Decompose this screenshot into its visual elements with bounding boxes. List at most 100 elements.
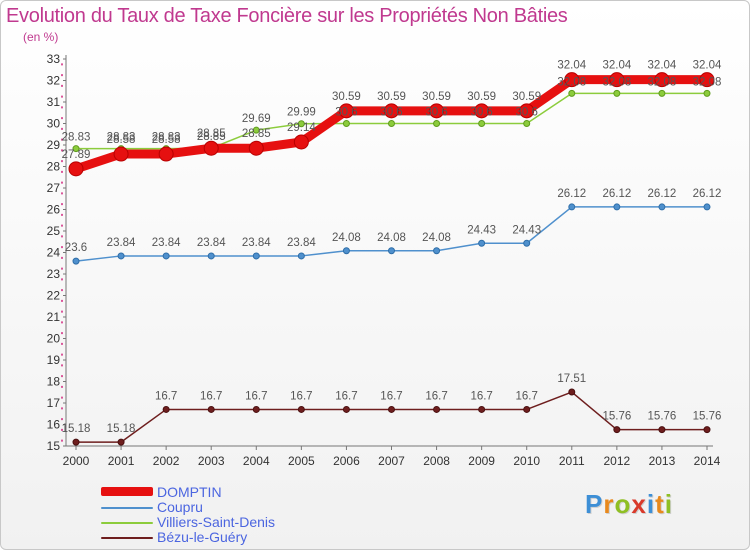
data-point-coupru [703,203,711,211]
data-label-domptin: 30.59 [332,91,361,103]
data-label-villiers-saint-denis: 30.6 [516,107,538,119]
data-label-domptin: 28.58 [152,134,181,146]
data-point-coupru [117,252,125,260]
data-point-villiers-saint-denis [388,120,395,127]
data-point-domptin [474,103,490,119]
y-tick-label: 15 [47,439,61,453]
data-point-domptin [609,72,625,88]
data-label-b-zu-le-gu-ry: 15.76 [693,411,722,423]
legend-item-coupru: Coupru [101,499,361,515]
data-point-domptin [384,103,399,119]
data-label-b-zu-le-gu-ry: 16.7 [155,390,177,402]
data-label-b-zu-le-gu-ry: 17.51 [557,373,586,385]
data-label-coupru: 24.43 [467,224,496,236]
data-label-b-zu-le-gu-ry: 15.76 [602,411,631,423]
data-point-coupru [342,247,350,255]
data-point-coupru [523,239,531,247]
data-point-b-zu-le-gu-ry [433,405,441,413]
legend-label-coupru: Coupru [157,499,203,515]
data-label-domptin: 27.89 [62,149,91,161]
data-point-coupru [297,252,305,260]
x-tick-label: 2013 [649,454,676,468]
y-tick-label: 26 [47,203,61,217]
chart-title: Evolution du Taux de Taxe Foncière sur l… [6,5,568,27]
data-point-coupru [568,203,576,211]
data-point-domptin [113,146,129,162]
data-point-b-zu-le-gu-ry [703,426,711,434]
data-point-domptin [429,103,445,119]
data-label-coupru: 23.84 [197,237,226,249]
data-label-coupru: 26.12 [602,188,631,200]
data-point-b-zu-le-gu-ry [658,426,666,434]
legend-item-bezu-le-guery: Bézu-le-Guéry [101,529,361,545]
data-label-b-zu-le-gu-ry: 15.18 [62,423,91,435]
x-tick-label: 2000 [63,454,90,468]
data-label-villiers-saint-denis: 28.85 [197,131,226,143]
data-point-b-zu-le-gu-ry [613,426,621,434]
x-tick-label: 2001 [108,454,135,468]
data-label-b-zu-le-gu-ry: 16.7 [425,390,447,402]
x-tick-label: 2002 [153,454,180,468]
data-point-villiers-saint-denis [658,89,666,97]
data-label-coupru: 23.84 [152,237,181,249]
data-point-coupru [162,252,170,260]
data-point-b-zu-le-gu-ry [342,405,350,413]
data-label-coupru: 26.12 [648,188,677,200]
x-tick-label: 2014 [694,454,721,468]
data-point-villiers-saint-denis [523,120,531,127]
data-label-b-zu-le-gu-ry: 16.7 [470,390,492,402]
data-point-villiers-saint-denis [703,89,711,97]
y-tick-label: 18 [47,375,61,389]
data-label-coupru: 23.84 [107,237,136,249]
data-point-domptin [338,103,354,119]
data-label-domptin: 30.59 [377,91,406,103]
x-tick-label: 2009 [468,454,495,468]
legend-label-bezu-le-guery: Bézu-le-Guéry [157,529,248,545]
data-point-domptin [68,161,84,177]
y-tick-label: 25 [47,224,61,238]
data-label-domptin: 28.58 [107,134,136,146]
data-point-villiers-saint-denis [568,89,576,97]
x-tick-label: 2008 [423,454,450,468]
data-point-coupru [433,247,441,255]
data-point-b-zu-le-gu-ry [523,405,531,413]
data-label-domptin: 30.59 [512,91,541,103]
data-label-villiers-saint-denis: 32.08 [602,76,631,88]
chart-subtitle: (en %) [23,30,59,44]
y-tick-label: 28 [47,160,61,174]
data-label-b-zu-le-gu-ry: 16.7 [245,390,267,402]
data-point-b-zu-le-gu-ry [297,405,305,413]
data-point-coupru [658,203,666,211]
data-label-villiers-saint-denis: 30.6 [425,107,447,119]
data-point-b-zu-le-gu-ry [117,438,125,446]
y-tick-label: 17 [47,396,61,410]
x-tick-label: 2007 [378,454,405,468]
data-label-villiers-saint-denis: 32.08 [693,76,722,88]
data-label-villiers-saint-denis: 30.6 [380,107,402,119]
data-point-villiers-saint-denis [433,120,441,127]
data-point-domptin [654,72,670,88]
data-point-b-zu-le-gu-ry [252,405,260,413]
data-point-domptin [203,140,219,156]
data-label-coupru: 23.84 [287,237,316,249]
data-label-villiers-saint-denis: 30.6 [335,107,357,119]
data-label-villiers-saint-denis: 28.83 [62,132,91,144]
data-label-coupru: 23.6 [65,242,87,254]
y-tick-label: 23 [47,267,61,281]
data-point-b-zu-le-gu-ry [568,388,576,396]
data-point-coupru [252,252,260,260]
legend-swatch-coupru [101,507,153,509]
data-label-domptin: 28.85 [242,128,271,140]
logo-letter: t [655,489,665,519]
data-label-domptin: 32.04 [648,60,677,72]
data-label-coupru: 24.43 [512,224,541,236]
x-tick-label: 2011 [559,454,585,468]
data-label-villiers-saint-denis: 28.83 [152,132,181,144]
logo-letter: o [614,489,632,519]
data-point-villiers-saint-denis [478,120,486,127]
data-label-b-zu-le-gu-ry: 16.7 [516,390,538,402]
y-tick-label: 30 [47,117,61,131]
data-label-coupru: 26.12 [557,188,586,200]
